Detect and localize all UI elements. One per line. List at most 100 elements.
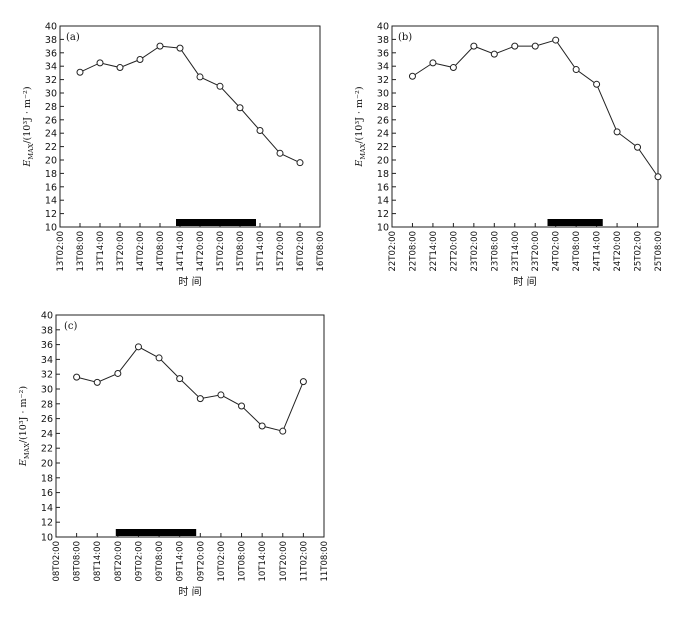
y-tick-label: 30: [45, 89, 57, 100]
x-tick-label: 13T08:00: [76, 231, 86, 272]
y-tick-label: 32: [377, 75, 389, 86]
x-tick-label: 24T08:00: [572, 231, 582, 272]
data-point: [236, 104, 244, 112]
x-tick-label: 13T14:00: [96, 231, 106, 272]
data-point: [176, 375, 184, 383]
data-point: [134, 343, 142, 351]
y-tick-label: 20: [41, 459, 53, 470]
data-point: [73, 373, 81, 381]
y-tick-label: 38: [41, 325, 53, 336]
x-tick-label: 14T20:00: [196, 231, 206, 272]
x-tick-label: 25T08:00: [654, 231, 664, 272]
data-point: [490, 50, 498, 58]
data-point: [470, 42, 478, 50]
data-point: [276, 149, 284, 157]
y-tick-label: 18: [41, 473, 53, 484]
data-point: [76, 68, 84, 76]
x-tick-label: 22T02:00: [388, 231, 398, 272]
period-bar: [176, 219, 256, 226]
y-axis-label: EMAX/(10³J · m⁻²): [354, 86, 367, 167]
data-point: [96, 59, 104, 67]
period-bar: [547, 219, 603, 226]
y-tick-label: 18: [377, 169, 389, 180]
y-tick-label: 16: [377, 182, 389, 193]
data-point: [176, 44, 184, 52]
x-tick-label: 10T02:00: [217, 541, 227, 582]
x-tick-label: 16T08:00: [316, 231, 326, 272]
x-tick-label: 14T02:00: [136, 231, 146, 272]
chart-panel-a: 10 12 14 16 18 20 22 24 26 28 30 32 34 36 38 40 13T02:00…: [22, 22, 326, 289]
data-point: [196, 73, 204, 81]
y-tick-label: 20: [377, 156, 389, 167]
data-point: [531, 42, 539, 50]
data-point: [299, 378, 307, 386]
y-tick-label: 26: [45, 115, 57, 126]
data-point: [449, 64, 457, 72]
series-line: [79, 45, 301, 164]
plot-frame: [59, 25, 321, 228]
y-tick-label: 32: [41, 370, 53, 381]
data-point: [114, 369, 122, 377]
x-tick-label: 09T20:00: [196, 541, 206, 582]
data-point: [572, 66, 580, 74]
data-point: [296, 159, 304, 167]
data-point: [93, 378, 101, 386]
y-tick-label: 24: [377, 129, 389, 140]
y-tick-label: 36: [45, 48, 57, 59]
x-tick-label: 13T02:00: [56, 231, 66, 272]
y-tick-label: 16: [45, 182, 57, 193]
y-tick-label: 24: [45, 129, 57, 140]
x-tick-label: 23T02:00: [470, 231, 480, 272]
series-line: [76, 346, 304, 432]
data-point: [654, 173, 662, 181]
y-tick-label: 32: [45, 75, 57, 86]
x-tick-label: 22T14:00: [429, 231, 439, 272]
y-tick-label: 34: [45, 62, 57, 73]
y-tick-label: 12: [377, 209, 389, 220]
x-tick-label: 22T20:00: [449, 231, 459, 272]
x-tick-label: 16T02:00: [296, 231, 306, 272]
x-tick-label: 24T14:00: [593, 231, 603, 272]
x-tick-label: 14T08:00: [156, 231, 166, 272]
plot-frame: [55, 314, 325, 538]
series-line: [412, 39, 659, 178]
y-tick-label: 26: [377, 115, 389, 126]
y-tick-label: 14: [45, 196, 57, 207]
y-tick-label: 20: [45, 156, 57, 167]
y-tick-label: 14: [377, 196, 389, 207]
data-point: [634, 143, 642, 151]
data-point: [116, 64, 124, 72]
x-tick-label: 23T14:00: [511, 231, 521, 272]
x-tick-label: 15T08:00: [236, 231, 246, 272]
x-tick-label: 15T02:00: [216, 231, 226, 272]
panel-label: (a): [66, 32, 80, 43]
x-axis-label: 时 间: [178, 275, 201, 288]
y-tick-label: 14: [41, 503, 53, 514]
data-point: [217, 391, 225, 399]
x-tick-label: 09T14:00: [176, 541, 186, 582]
y-tick-label: 28: [41, 399, 53, 410]
x-tick-label: 14T14:00: [176, 231, 186, 272]
y-tick-label: 24: [41, 429, 53, 440]
y-tick-label: 40: [377, 22, 389, 33]
y-tick-label: 40: [45, 22, 57, 33]
data-point: [216, 82, 224, 90]
data-point: [593, 80, 601, 88]
y-tick-label: 40: [41, 311, 53, 322]
y-tick-label: 26: [41, 414, 53, 425]
y-tick-label: 38: [377, 35, 389, 46]
y-tick-label: 12: [41, 518, 53, 529]
y-tick-label: 22: [45, 142, 57, 153]
x-axis-label: 时 间: [513, 275, 536, 288]
data-point: [511, 42, 519, 50]
chart-panel-c: 10 12 14 16 18 20 22 24 26 28 30 32 34 36 38 40 08T02:00…: [18, 311, 330, 599]
x-tick-label: 15T20:00: [276, 231, 286, 272]
x-tick-label: 10T14:00: [258, 541, 268, 582]
x-tick-label: 11T08:00: [320, 541, 330, 582]
plot-frame: [391, 25, 659, 228]
x-tick-label: 22T08:00: [408, 231, 418, 272]
y-tick-label: 30: [41, 385, 53, 396]
x-tick-label: 08T08:00: [73, 541, 83, 582]
y-tick-label: 22: [41, 444, 53, 455]
data-point: [258, 422, 266, 430]
